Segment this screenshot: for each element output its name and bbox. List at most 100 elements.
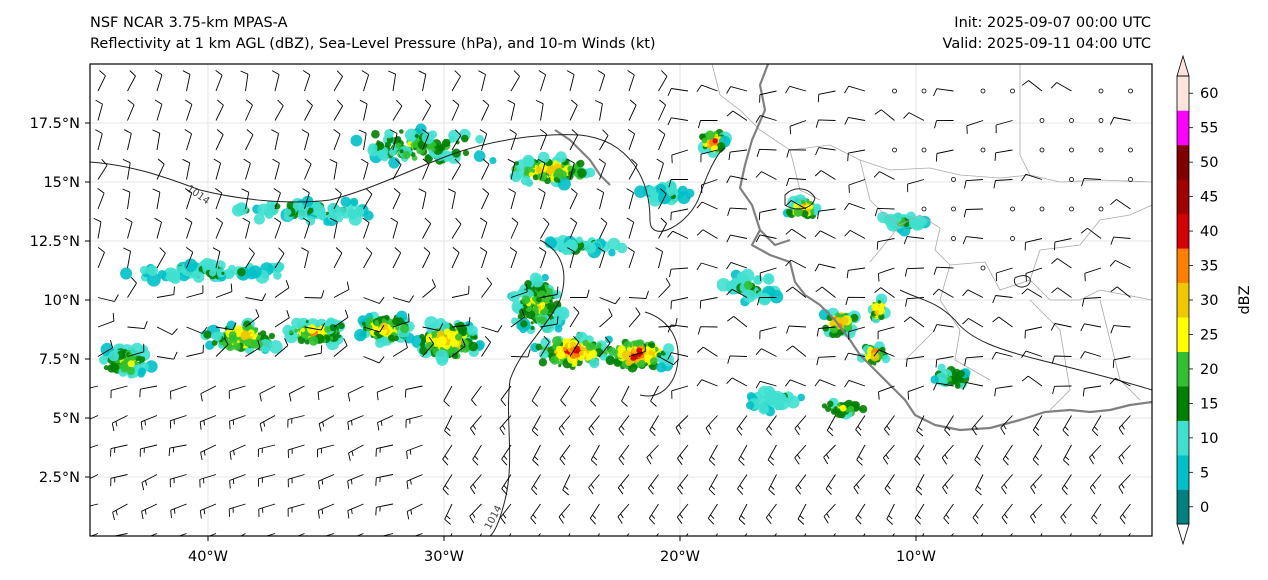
- wind-barb: [756, 297, 777, 306]
- colorbar-swatch: [1177, 282, 1189, 318]
- reflectivity-cell: [259, 330, 267, 337]
- reflectivity-cell: [514, 161, 519, 166]
- calm-wind-marker: [892, 147, 897, 153]
- wind-barb: [215, 337, 229, 357]
- wind-barb: [786, 177, 807, 187]
- wind-barb: [569, 129, 579, 151]
- wind-barb: [287, 444, 305, 458]
- wind-barb: [392, 339, 408, 357]
- wind-barb: [199, 503, 217, 519]
- wind-barb: [392, 99, 403, 121]
- lat-tick-label: 17.5°N: [30, 116, 80, 132]
- wind-barb: [617, 503, 630, 524]
- wind-barb: [507, 158, 516, 180]
- wind-barb: [628, 99, 637, 121]
- reflectivity-cell: [843, 323, 853, 332]
- wind-barb: [994, 149, 1013, 161]
- wind-barb: [97, 70, 106, 92]
- wind-barb: [1082, 385, 1102, 397]
- wind-barb: [140, 415, 158, 430]
- lat-tick-label: 5°N: [53, 411, 80, 427]
- colorbar-swatch: [1177, 144, 1189, 180]
- reflectivity-cell: [701, 137, 708, 144]
- wind-barb: [392, 158, 402, 180]
- colorbar-tick-label: 60: [1200, 86, 1218, 102]
- wind-barb: [1091, 415, 1102, 437]
- reflectivity-cell: [874, 310, 879, 315]
- wind-barb: [95, 99, 103, 121]
- wind-barb: [904, 267, 925, 277]
- wind-barb: [127, 276, 137, 298]
- wind-barb: [347, 415, 364, 430]
- reflectivity-cell: [576, 159, 585, 168]
- wind-barb: [658, 129, 666, 151]
- wind-barb: [1030, 503, 1043, 524]
- reflectivity-cell: [530, 326, 535, 330]
- wind-barb: [1080, 227, 1102, 239]
- reflectivity-colorbar: 0 5 10 15 20 25 30 35 40 45 50 55 60 dBZ: [1176, 54, 1253, 546]
- wind-barb: [90, 503, 99, 507]
- reflectivity-cell: [937, 363, 946, 372]
- calm-wind-marker: [892, 88, 897, 94]
- wind-barb: [499, 415, 512, 436]
- wind-barb: [127, 320, 148, 330]
- wind-barb: [287, 415, 305, 428]
- wind-barb: [789, 120, 807, 135]
- wind-barb: [966, 120, 984, 134]
- reflectivity-cell: [363, 210, 374, 221]
- wind-barb: [671, 149, 689, 164]
- wind-barb: [1080, 351, 1102, 359]
- wind-barb: [1063, 444, 1072, 466]
- wind-barb: [422, 323, 444, 331]
- wind-barb: [392, 188, 401, 210]
- reflectivity-cell: [537, 171, 547, 182]
- reflectivity-cell: [637, 359, 646, 368]
- wind-barb: [363, 247, 373, 269]
- wind-barb: [422, 336, 434, 357]
- valid-time: Valid: 2025-09-11 04:00 UTC: [942, 36, 1151, 52]
- calm-wind-marker: [1098, 88, 1104, 94]
- wind-barb: [785, 379, 807, 387]
- wind-barb: [333, 338, 348, 357]
- wind-barb: [963, 208, 984, 218]
- wind-barb: [658, 278, 671, 298]
- wind-barb: [479, 217, 488, 239]
- wind-barb: [785, 200, 807, 210]
- reflectivity-cell: [216, 268, 226, 278]
- wind-barb: [532, 444, 541, 466]
- reflectivity-cell: [520, 320, 528, 328]
- plot-title-right: Init: 2025-09-07 00:00 UTC Valid: 2025-0…: [943, 13, 1151, 55]
- wind-barb: [974, 444, 984, 466]
- wind-barb: [406, 474, 423, 490]
- wind-barb: [185, 99, 193, 121]
- lon-tick-label: 30°W: [424, 549, 464, 565]
- wind-barb: [228, 385, 246, 399]
- wind-barb: [287, 503, 305, 517]
- reflectivity-cell: [800, 210, 809, 218]
- reflectivity-cell: [374, 321, 380, 327]
- wind-barb: [97, 294, 119, 302]
- wind-barb: [697, 326, 718, 335]
- wind-barb: [406, 503, 423, 520]
- reflectivity-cell: [127, 367, 135, 375]
- wind-barb: [882, 444, 895, 465]
- wind-barb: [1032, 415, 1043, 437]
- wind-barb: [215, 129, 224, 151]
- field-description: Reflectivity at 1 km AGL (dBZ), Sea-Leve…: [90, 36, 656, 52]
- wind-barb: [874, 109, 895, 121]
- wind-barb: [240, 533, 246, 536]
- wind-barb: [215, 99, 224, 121]
- reflectivity-cell: [868, 346, 873, 351]
- wind-barb: [708, 444, 718, 466]
- wind-barb: [856, 444, 866, 466]
- wind-barb: [1001, 474, 1013, 495]
- wind-barb: [597, 247, 606, 269]
- wind-barb: [405, 415, 423, 428]
- wind-barb: [390, 217, 399, 239]
- colorbar-tick-label: 25: [1200, 327, 1218, 343]
- reflectivity-cell: [127, 360, 135, 368]
- wind-barb: [594, 99, 603, 121]
- wind-barb: [141, 474, 158, 491]
- wind-barb: [215, 283, 233, 298]
